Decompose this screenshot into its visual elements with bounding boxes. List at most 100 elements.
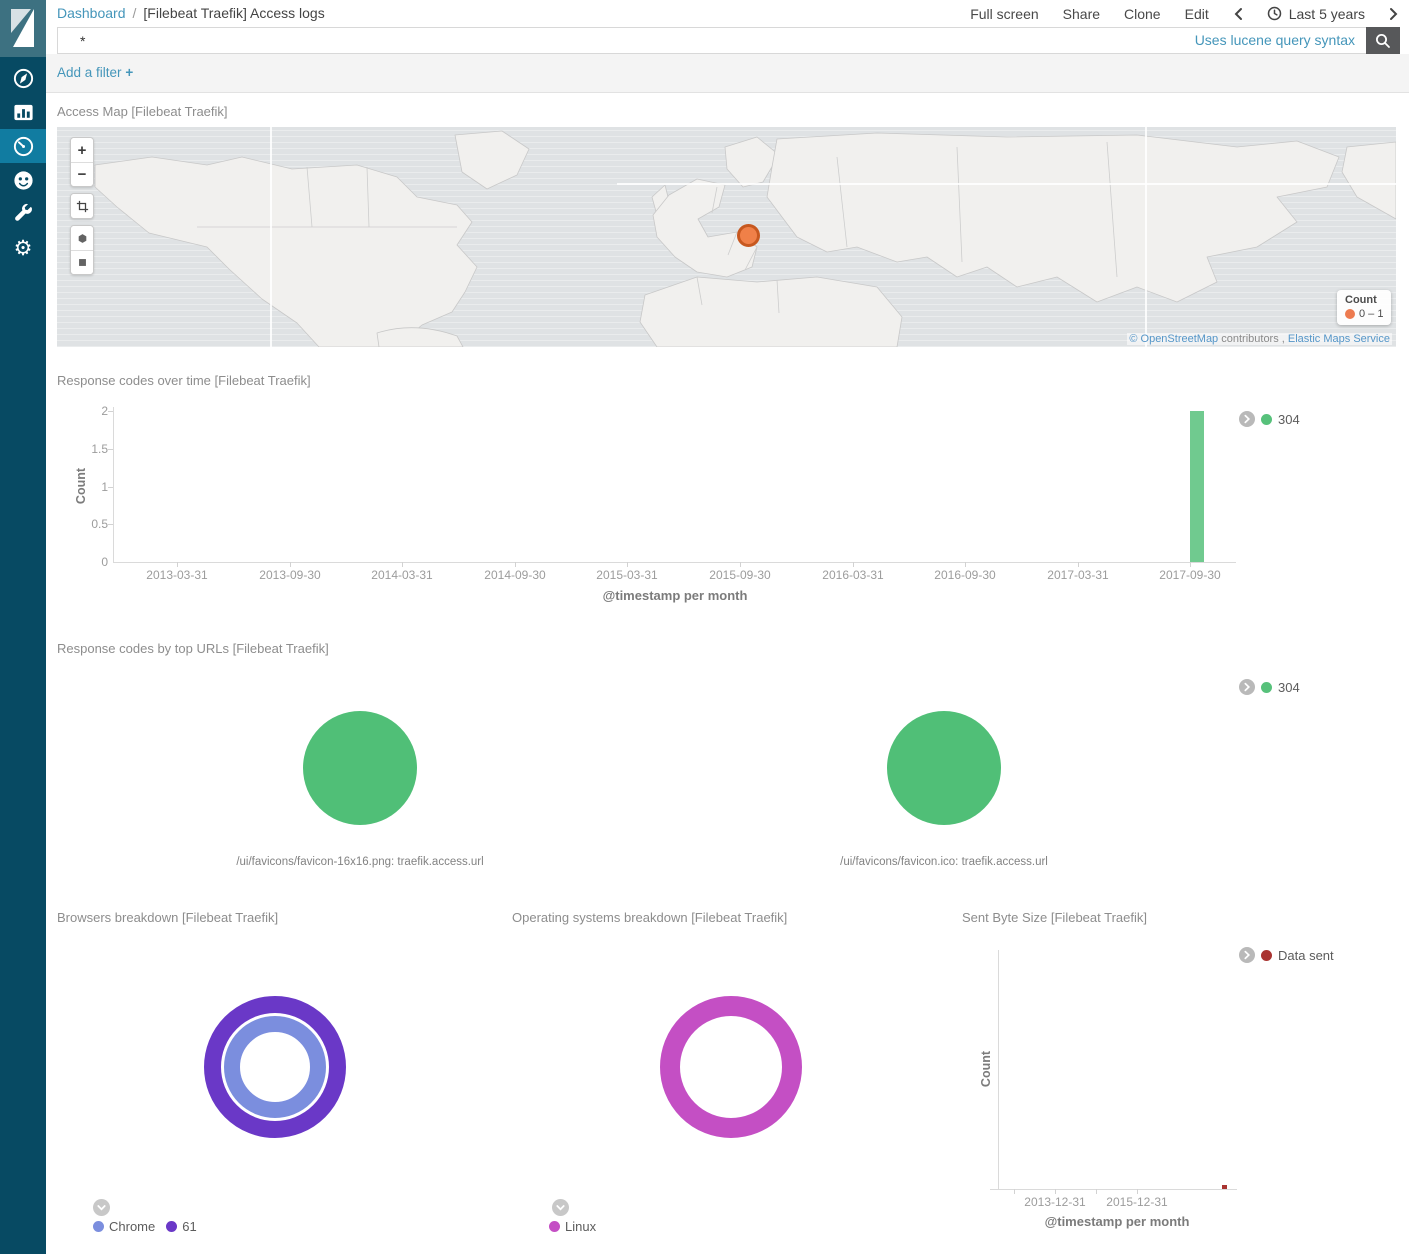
y-axis: [998, 950, 999, 1190]
crop-icon: [76, 200, 88, 212]
time-picker-button[interactable]: Last 5 years: [1267, 6, 1365, 22]
osm-link[interactable]: © OpenStreetMap: [1129, 333, 1219, 345]
map-legend-title: Count: [1345, 294, 1377, 306]
pie-favicon-ico[interactable]: [887, 711, 1001, 825]
search-button[interactable]: [1366, 27, 1400, 54]
panel-title-os: Operating systems breakdown [Filebeat Tr…: [512, 910, 788, 925]
legend-os: Linux: [549, 1219, 596, 1234]
legend-top-urls: 304: [1239, 679, 1300, 695]
share-button[interactable]: Share: [1062, 5, 1101, 22]
sidebar-nav: ⚙: [0, 0, 46, 1254]
bar-data-sent[interactable]: [1222, 1185, 1227, 1189]
query-bar: Uses lucene query syntax: [57, 27, 1400, 54]
kibana-logo[interactable]: [0, 0, 46, 57]
legend-expand-icon[interactable]: [1239, 947, 1255, 963]
time-picker-label: Last 5 years: [1288, 5, 1365, 22]
hexagon-icon: [78, 233, 86, 243]
legend-swatch[interactable]: [1261, 681, 1272, 693]
timelion-icon: [13, 170, 33, 190]
zoom-in-button[interactable]: +: [71, 138, 93, 162]
map-data-marker[interactable]: [737, 224, 760, 247]
donut-ring-os-linux[interactable]: [660, 996, 802, 1138]
draw-rectangle-button[interactable]: [71, 250, 93, 274]
map-draw-controls: [70, 225, 94, 275]
breadcrumb-dashboard-link[interactable]: Dashboard: [57, 5, 126, 21]
pie-label: /ui/favicons/favicon-16x16.png: traefik.…: [236, 856, 484, 868]
map-fit-control: [70, 193, 94, 219]
legend-browsers: Chrome 61: [93, 1219, 197, 1234]
legend-collapse-icon[interactable]: [552, 1199, 569, 1216]
map-legend-swatch: [1345, 309, 1355, 319]
search-icon: [1376, 33, 1390, 48]
x-tick-label: 2017-09-30: [1159, 568, 1221, 582]
map-graticule-line: [1145, 127, 1147, 347]
panel-title-sent-byte-size: Sent Byte Size [Filebeat Traefik]: [962, 910, 1147, 925]
compass-icon: [13, 68, 33, 88]
time-back-icon[interactable]: [1233, 7, 1243, 21]
legend-label[interactable]: Linux: [565, 1219, 597, 1234]
x-tick-label: 2015-03-31: [596, 568, 658, 582]
legend-collapse-icon[interactable]: [93, 1199, 110, 1216]
bar-chart-icon: [13, 104, 33, 120]
x-axis-label: @timestamp per month: [1044, 1214, 1190, 1229]
sidebar-items: ⚙: [0, 61, 46, 265]
elastic-maps-link[interactable]: Elastic Maps Service: [1287, 333, 1390, 345]
legend-label[interactable]: 304: [1278, 411, 1300, 427]
legend-label[interactable]: Data sent: [1278, 947, 1334, 963]
panel-title-top-urls: Response codes by top URLs [Filebeat Tra…: [57, 641, 329, 656]
legend-swatch[interactable]: [166, 1221, 178, 1232]
sidebar-item-dashboard[interactable]: [0, 129, 46, 163]
y-tick-label: 1.5: [91, 442, 108, 456]
time-forward-icon[interactable]: [1389, 7, 1399, 21]
access-map[interactable]: + − Count 0 – 1 © OpenStreetMap: [57, 127, 1396, 347]
sidebar-item-discover[interactable]: [0, 61, 46, 95]
legend-sent-bytes: Data sent: [1239, 947, 1334, 963]
legend-expand-icon[interactable]: [1239, 411, 1255, 427]
sidebar-item-dev-tools[interactable]: [0, 197, 46, 231]
plus-icon: +: [125, 65, 134, 80]
os-donut-chart[interactable]: [656, 992, 806, 1142]
fit-data-bounds-button[interactable]: [71, 194, 93, 218]
x-tick-label: 2014-03-31: [371, 568, 433, 582]
browsers-donut-chart[interactable]: [200, 992, 350, 1142]
legend-label[interactable]: 61: [182, 1219, 197, 1234]
add-filter-button[interactable]: Add a filter +: [57, 65, 134, 80]
legend-expand-icon[interactable]: [1239, 679, 1255, 695]
map-graticule-line: [270, 127, 272, 347]
pie-favicon-16x16[interactable]: [303, 711, 417, 825]
gear-icon: ⚙: [13, 235, 33, 260]
map-graticule-line: [617, 183, 1396, 185]
legend-swatch[interactable]: [93, 1221, 104, 1232]
zoom-out-button[interactable]: −: [71, 162, 93, 186]
search-input[interactable]: [58, 28, 1399, 53]
lucene-syntax-link[interactable]: Uses lucene query syntax: [1194, 32, 1355, 48]
legend-label[interactable]: 304: [1278, 679, 1300, 695]
donut-ring-browser-chrome[interactable]: [224, 1016, 326, 1118]
edit-button[interactable]: Edit: [1184, 5, 1209, 22]
legend-swatch[interactable]: [1261, 413, 1272, 425]
map-legend-range: 0 – 1: [1359, 308, 1384, 320]
legend-swatch[interactable]: [1261, 949, 1272, 961]
draw-polygon-button[interactable]: [71, 226, 93, 250]
legend-swatch[interactable]: [549, 1221, 560, 1232]
wrench-icon: [15, 203, 32, 221]
pie-label: /ui/favicons/favicon.ico: traefik.access…: [840, 856, 1048, 868]
x-axis-label: @timestamp per month: [602, 588, 748, 603]
legend-label[interactable]: Chrome: [109, 1219, 156, 1234]
sidebar-item-management[interactable]: ⚙: [0, 231, 46, 265]
donut-ring-version-61[interactable]: [204, 996, 346, 1138]
attrib-text: contributors ,: [1221, 333, 1285, 345]
sidebar-item-timelion[interactable]: [0, 163, 46, 197]
sidebar-item-visualize[interactable]: [0, 95, 46, 129]
map-legend: Count 0 – 1: [1337, 290, 1392, 325]
filter-bar: Add a filter +: [46, 54, 1409, 93]
full-screen-button[interactable]: Full screen: [970, 5, 1039, 22]
map-zoom-controls: + −: [70, 137, 94, 187]
square-icon: [78, 259, 86, 266]
bar-304-2017-09-30[interactable]: [1190, 411, 1204, 562]
x-tick-label: 2015-12-31: [1106, 1195, 1168, 1209]
y-tick-label: 2: [101, 404, 108, 418]
clone-button[interactable]: Clone: [1124, 5, 1161, 22]
clock-icon: [1267, 6, 1281, 21]
